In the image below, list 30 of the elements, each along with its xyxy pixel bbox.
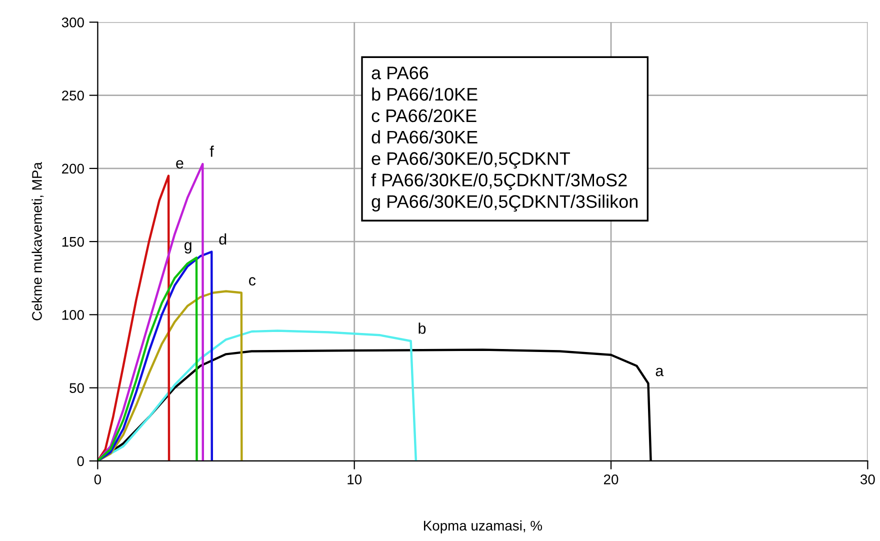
y-tick-label: 150 (62, 236, 84, 247)
series-label: e (176, 160, 184, 169)
y-tick-label: 250 (62, 90, 84, 100)
annotation: f PA66/30KE/0,5ÇDKNT/3MoS2 (371, 173, 627, 190)
annotation: e PA66/30KE/0,5ÇDKNT (372, 152, 570, 169)
y-tick-label: 50 (70, 383, 84, 393)
series-label: b (418, 322, 426, 334)
x-tick-label: 20 (604, 474, 618, 484)
line-series (98, 174, 170, 461)
series-label: d (219, 233, 226, 245)
annotation: g PA66/30KE/0,5ÇDKNT/3Silikon (372, 194, 638, 212)
x-axis-title: Kopma uzamasi, % (424, 520, 542, 534)
x-tick-label: 30 (860, 474, 875, 484)
series-label: f (210, 146, 214, 157)
y-tick-label: 300 (62, 18, 84, 28)
x-tick-label: 0 (94, 474, 101, 484)
line-series (98, 290, 243, 461)
series-label: a (656, 368, 664, 376)
y-tick-label: 0 (77, 456, 84, 466)
annotation: c PA66/20KE (372, 108, 476, 122)
annotation: b PA66/10KE (372, 87, 478, 101)
line-series (98, 256, 198, 461)
annotation: d PA66/30KE (372, 130, 478, 144)
y-tick-label: 200 (62, 164, 84, 174)
y-axis-title: Cekme mukavemeti, MPa (32, 162, 44, 320)
x-tick-label: 10 (348, 474, 362, 484)
y-tick-label: 100 (62, 310, 84, 320)
series-label: c (249, 277, 256, 286)
annotation: a PA66 (372, 66, 428, 80)
series-label: g (184, 242, 192, 254)
